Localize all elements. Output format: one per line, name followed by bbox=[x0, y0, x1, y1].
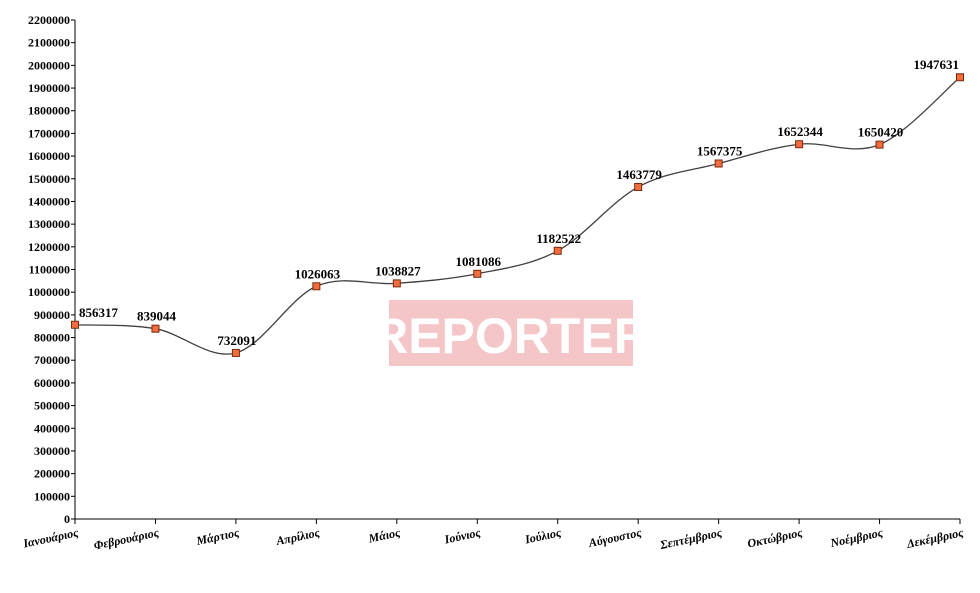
x-axis: Ιανουάριος Φεβρουάριος Μάρτιος Απρίλιος Μάιο… bbox=[21, 518, 966, 553]
data-label: 856317 bbox=[79, 305, 119, 320]
data-labels: 856317 839044 732091 1026063 1038827 1081086 1… bbox=[79, 57, 959, 348]
y-tick-label: 1600000 bbox=[28, 149, 70, 163]
x-tick-label: Αύγουστος bbox=[586, 525, 643, 550]
watermark-logo: REPORTER bbox=[372, 300, 650, 366]
y-tick-label: 1400000 bbox=[28, 194, 70, 208]
data-point bbox=[151, 324, 160, 333]
data-label: 1463779 bbox=[616, 167, 662, 182]
data-label: 839044 bbox=[137, 309, 177, 324]
x-tick-label: Ιούνιος bbox=[442, 525, 482, 547]
data-point bbox=[71, 320, 79, 329]
y-tick-label: 900000 bbox=[34, 308, 70, 322]
x-tick-label: Νοέμβριος bbox=[828, 525, 885, 550]
x-tick-label: Ιανουάριος bbox=[21, 525, 80, 551]
data-point bbox=[312, 282, 321, 291]
series-markers bbox=[71, 73, 964, 357]
data-point bbox=[795, 140, 804, 149]
y-tick-label: 200000 bbox=[34, 467, 70, 481]
x-tick-label: Φεβρουάριος bbox=[93, 525, 161, 553]
x-tick-label: Μάιος bbox=[366, 525, 402, 546]
data-point bbox=[714, 159, 723, 168]
data-label: 1026063 bbox=[295, 266, 341, 281]
y-tick-label: 1900000 bbox=[28, 81, 70, 95]
y-tick-label: 800000 bbox=[34, 331, 70, 345]
data-point bbox=[875, 140, 884, 149]
watermark-text: REPORTER bbox=[372, 308, 650, 364]
y-tick-label: 700000 bbox=[34, 353, 70, 367]
watermark-background bbox=[389, 300, 633, 366]
y-tick-label: 1200000 bbox=[28, 240, 70, 254]
data-label: 732091 bbox=[217, 333, 256, 348]
y-tick-label: 2000000 bbox=[28, 58, 70, 72]
y-tick-label: 1500000 bbox=[28, 172, 70, 186]
data-label: 1182522 bbox=[536, 231, 581, 246]
y-tick-label: 500000 bbox=[34, 399, 70, 413]
data-label: 1081086 bbox=[456, 254, 502, 269]
y-tick-label: 300000 bbox=[34, 444, 70, 458]
y-tick-label: 400000 bbox=[34, 421, 70, 435]
y-tick-label: 2100000 bbox=[28, 36, 70, 50]
data-point bbox=[634, 182, 643, 191]
y-tick-label: 2200000 bbox=[28, 13, 70, 27]
y-tick-label: 1700000 bbox=[28, 126, 70, 140]
data-point bbox=[392, 279, 401, 288]
y-tick-label: 1100000 bbox=[29, 263, 70, 277]
x-tick-label: Μάρτιος bbox=[194, 525, 241, 548]
data-point bbox=[956, 73, 964, 82]
y-tick-label: 1800000 bbox=[28, 104, 70, 118]
y-tick-label: 1000000 bbox=[28, 285, 70, 299]
y-tick-label: 1300000 bbox=[28, 217, 70, 231]
x-tick-label: Οκτώβριος bbox=[746, 525, 804, 550]
y-tick-label: 0 bbox=[64, 512, 70, 526]
y-axis: 0 100000 200000 300000 400000 500000 600000 700… bbox=[28, 13, 76, 526]
data-label: 1038827 bbox=[375, 263, 421, 278]
data-point bbox=[231, 348, 240, 357]
x-tick-label: Απρίλιος bbox=[274, 525, 322, 548]
data-label: 1947631 bbox=[914, 57, 960, 72]
y-tick-label: 100000 bbox=[34, 489, 70, 503]
x-tick-label: Ιούλιος bbox=[523, 525, 563, 547]
data-label: 1650420 bbox=[858, 125, 904, 140]
y-tick-label: 600000 bbox=[34, 376, 70, 390]
data-label: 1567375 bbox=[697, 143, 743, 158]
x-tick-label: Δεκέμβριος bbox=[905, 525, 966, 551]
data-label: 1652344 bbox=[777, 124, 823, 139]
data-point bbox=[553, 246, 562, 255]
x-tick-label: Σεπτέμβριος bbox=[658, 525, 724, 552]
data-point bbox=[473, 269, 482, 278]
